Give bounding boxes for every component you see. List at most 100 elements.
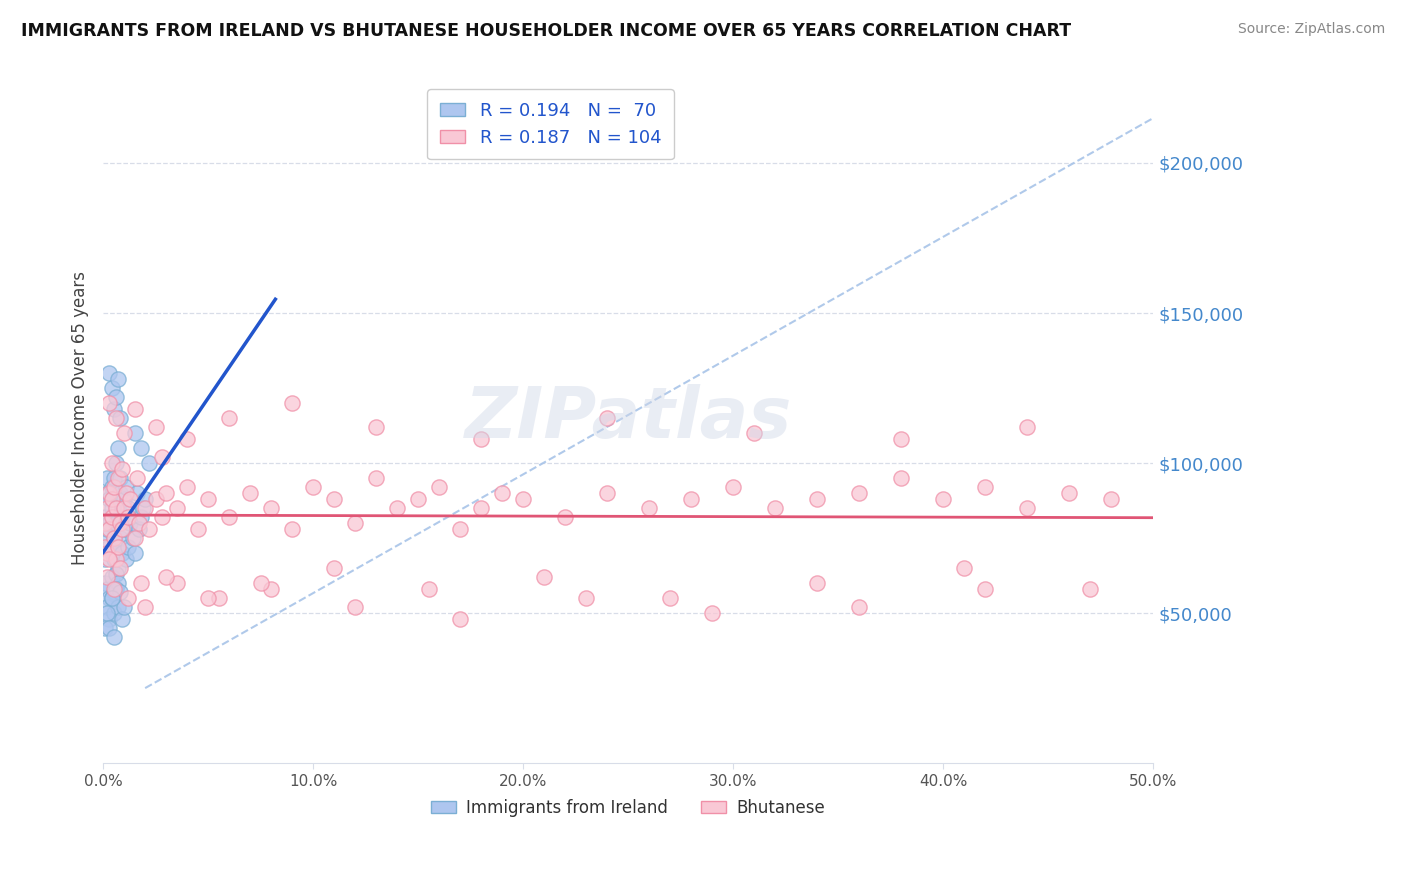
Point bbox=[107, 600, 129, 615]
Point bbox=[129, 441, 152, 455]
Point bbox=[166, 501, 188, 516]
Point bbox=[1099, 491, 1122, 506]
Point bbox=[100, 501, 122, 516]
Point bbox=[96, 582, 118, 596]
Point bbox=[98, 540, 121, 554]
Point bbox=[94, 540, 117, 554]
Point bbox=[103, 531, 125, 545]
Point bbox=[427, 480, 450, 494]
Point bbox=[117, 501, 139, 516]
Point bbox=[890, 432, 912, 446]
Point bbox=[470, 432, 492, 446]
Point bbox=[145, 420, 167, 434]
Point bbox=[112, 491, 135, 506]
Point bbox=[155, 570, 177, 584]
Point bbox=[120, 516, 142, 530]
Point bbox=[98, 522, 121, 536]
Point bbox=[107, 576, 129, 591]
Point bbox=[96, 606, 118, 620]
Point bbox=[1059, 486, 1081, 500]
Point bbox=[94, 516, 117, 530]
Point bbox=[117, 540, 139, 554]
Point bbox=[103, 552, 125, 566]
Point bbox=[98, 366, 121, 380]
Point bbox=[932, 491, 955, 506]
Point bbox=[115, 480, 138, 494]
Point bbox=[111, 612, 134, 626]
Point bbox=[218, 411, 240, 425]
Point bbox=[103, 480, 125, 494]
Point bbox=[449, 522, 471, 536]
Point bbox=[659, 591, 682, 606]
Point bbox=[107, 441, 129, 455]
Point bbox=[98, 591, 121, 606]
Point bbox=[197, 491, 219, 506]
Y-axis label: Householder Income Over 65 years: Householder Income Over 65 years bbox=[72, 271, 89, 565]
Point bbox=[94, 621, 117, 635]
Point bbox=[100, 480, 122, 494]
Point bbox=[104, 501, 127, 516]
Point bbox=[418, 582, 440, 596]
Text: Source: ZipAtlas.com: Source: ZipAtlas.com bbox=[1237, 22, 1385, 37]
Text: ZIPatlas: ZIPatlas bbox=[464, 384, 792, 452]
Point bbox=[138, 456, 160, 470]
Point bbox=[103, 606, 125, 620]
Point bbox=[953, 561, 976, 575]
Point bbox=[848, 486, 870, 500]
Point bbox=[638, 501, 661, 516]
Point bbox=[107, 501, 129, 516]
Point bbox=[100, 381, 122, 395]
Point bbox=[100, 591, 122, 606]
Point bbox=[100, 510, 122, 524]
Point bbox=[302, 480, 325, 494]
Point bbox=[98, 486, 121, 500]
Point bbox=[112, 425, 135, 440]
Point bbox=[848, 600, 870, 615]
Point bbox=[96, 501, 118, 516]
Point bbox=[449, 612, 471, 626]
Point bbox=[104, 516, 127, 530]
Point bbox=[723, 480, 745, 494]
Point bbox=[124, 546, 146, 560]
Point bbox=[104, 390, 127, 404]
Point bbox=[197, 591, 219, 606]
Point bbox=[108, 516, 131, 530]
Point bbox=[104, 582, 127, 596]
Point bbox=[94, 552, 117, 566]
Point bbox=[129, 510, 152, 524]
Point bbox=[681, 491, 703, 506]
Point bbox=[806, 576, 828, 591]
Text: IMMIGRANTS FROM IRELAND VS BHUTANESE HOUSEHOLDER INCOME OVER 65 YEARS CORRELATIO: IMMIGRANTS FROM IRELAND VS BHUTANESE HOU… bbox=[21, 22, 1071, 40]
Point bbox=[575, 591, 598, 606]
Point bbox=[108, 531, 131, 545]
Point bbox=[150, 450, 173, 464]
Point bbox=[129, 576, 152, 591]
Point bbox=[104, 552, 127, 566]
Point bbox=[554, 510, 576, 524]
Point bbox=[98, 396, 121, 410]
Point bbox=[112, 600, 135, 615]
Point bbox=[98, 621, 121, 635]
Point bbox=[366, 471, 388, 485]
Point bbox=[112, 522, 135, 536]
Point bbox=[134, 491, 156, 506]
Point bbox=[94, 576, 117, 591]
Point bbox=[366, 420, 388, 434]
Point bbox=[103, 630, 125, 644]
Point bbox=[108, 561, 131, 575]
Point bbox=[387, 501, 409, 516]
Point bbox=[134, 501, 156, 516]
Point bbox=[111, 510, 134, 524]
Point bbox=[134, 600, 156, 615]
Point bbox=[98, 552, 121, 566]
Point bbox=[103, 531, 125, 545]
Point bbox=[596, 486, 619, 500]
Point bbox=[104, 456, 127, 470]
Point bbox=[344, 600, 367, 615]
Point bbox=[145, 491, 167, 506]
Point bbox=[94, 531, 117, 545]
Point bbox=[128, 522, 150, 536]
Point bbox=[1017, 420, 1039, 434]
Point bbox=[208, 591, 231, 606]
Point bbox=[108, 411, 131, 425]
